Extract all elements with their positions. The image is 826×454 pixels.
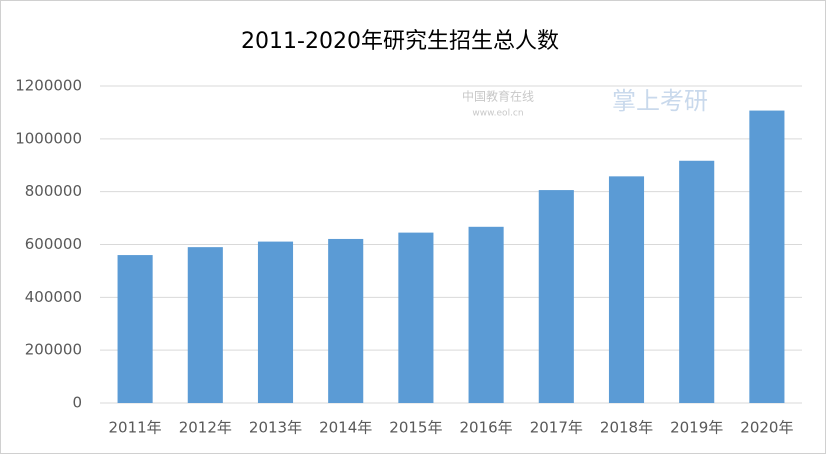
bar	[257, 241, 294, 403]
chart-title: 2011-2020年研究生招生总人数	[241, 29, 559, 54]
y-tick-label: 400000	[25, 288, 82, 306]
bar	[187, 247, 223, 403]
watermark: 掌上考研	[612, 87, 708, 115]
x-tick-label: 2013年	[249, 419, 302, 437]
y-tick-label: 1000000	[15, 129, 82, 147]
x-tick-label: 2019年	[670, 419, 723, 437]
watermark: www.eol.cn	[472, 109, 523, 119]
y-tick-label: 200000	[25, 341, 82, 359]
y-tick-label: 600000	[25, 235, 82, 253]
x-tick-label: 2011年	[109, 419, 162, 437]
x-tick-label: 2012年	[179, 419, 232, 437]
bar	[328, 238, 364, 403]
bar	[538, 190, 574, 403]
y-tick-label: 1200000	[15, 77, 82, 95]
bar	[608, 176, 645, 403]
bar	[117, 255, 153, 403]
bar	[749, 110, 785, 403]
x-tick-label: 2016年	[460, 419, 513, 437]
bar	[679, 160, 715, 403]
x-tick-label: 2014年	[319, 419, 372, 437]
x-tick-label: 2015年	[389, 419, 442, 437]
x-tick-label: 2020年	[740, 419, 793, 437]
bar	[398, 232, 434, 403]
y-tick-label: 0	[72, 394, 82, 412]
y-tick-label: 800000	[25, 182, 82, 200]
x-tick-label: 2017年	[530, 419, 583, 437]
watermark: 中国教育在线	[462, 89, 534, 104]
bar	[468, 226, 504, 403]
x-tick-label: 2018年	[600, 419, 653, 437]
